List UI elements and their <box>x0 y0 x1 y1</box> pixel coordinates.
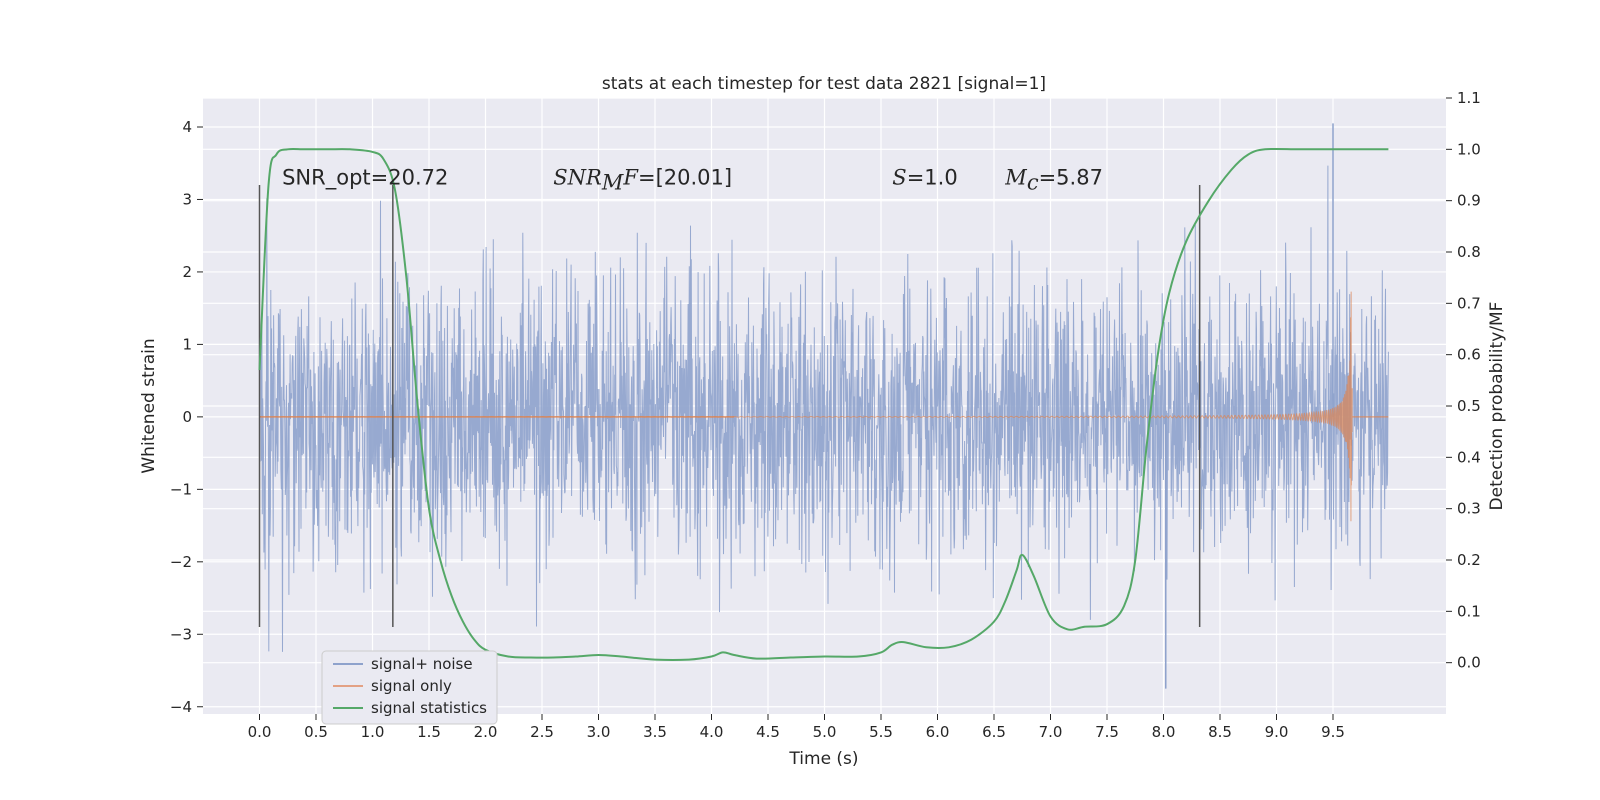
legend: signal+ noise signal only signal statist… <box>321 650 498 725</box>
y-axis-ticks: 4 3 2 1 0 −1 −2 −3 −4 <box>170 118 203 716</box>
x-tick-label: 1.0 <box>361 723 385 741</box>
y-tick-label: 3 <box>182 190 192 208</box>
x-tick-label: 8.0 <box>1152 723 1176 741</box>
x-tick-label: 4.5 <box>756 723 780 741</box>
legend-box <box>321 650 498 725</box>
annotation-suffix: F <box>622 166 639 190</box>
y2-tick-label: 0.7 <box>1457 294 1481 312</box>
x-tick-label: 4.0 <box>700 723 724 741</box>
y2-tick-label: 0.3 <box>1457 500 1481 518</box>
annotation-1: SNRMF=[20.01] <box>553 166 732 195</box>
x-axis-ticks: 0.0 0.5 1.0 1.5 2.0 2.5 3.0 3.5 4.0 4.5 5.0 5.5 6.0 6… <box>248 714 1345 741</box>
annotation-3: Mc=5.87 <box>1004 166 1103 195</box>
x-tick-label: 1.5 <box>417 723 441 741</box>
x-tick-label: 9.0 <box>1265 723 1289 741</box>
x-tick-label: 0.0 <box>248 723 272 741</box>
x-axis-label: Time (s) <box>788 749 858 769</box>
y-tick-label: 2 <box>182 263 192 281</box>
y2-tick-label: 0.0 <box>1457 654 1481 672</box>
legend-label-signal: signal only <box>371 677 452 695</box>
x-tick-label: 0.5 <box>304 723 328 741</box>
y-tick-label: 4 <box>182 118 192 136</box>
y2-tick-label: 0.9 <box>1457 192 1481 210</box>
y-tick-label: 1 <box>182 335 192 353</box>
y-tick-label: −1 <box>170 480 192 498</box>
y2-tick-label: 0.4 <box>1457 448 1481 466</box>
y-tick-label: −2 <box>170 553 192 571</box>
chart-title: stats at each timestep for test data 282… <box>602 74 1046 94</box>
annotations: SNR_opt=20.72 SNRMF=[20.01] S=1.0 Mc=5.87 <box>282 166 1103 195</box>
annotation-prefix: S <box>892 166 906 190</box>
y-axis-label: Whitened strain <box>139 338 159 473</box>
series-signal-only <box>259 291 1389 522</box>
annotation-value: =1.0 <box>907 166 958 190</box>
series-line-stats <box>258 147 1389 661</box>
legend-label-stats: signal statistics <box>371 699 487 717</box>
annotation-value: =5.87 <box>1039 166 1103 190</box>
y-tick-label: 0 <box>182 408 192 426</box>
x-tick-label: 6.0 <box>926 723 950 741</box>
y2-tick-label: 1.1 <box>1457 89 1481 107</box>
legend-label-noise: signal+ noise <box>371 655 473 673</box>
vertical-markers <box>258 184 1201 628</box>
x-tick-label: 9.5 <box>1321 723 1345 741</box>
annotation-prefix: SNR <box>553 166 602 190</box>
y2-tick-label: 0.5 <box>1457 397 1481 415</box>
y2-tick-label: 0.6 <box>1457 346 1481 364</box>
x-tick-label: 2.0 <box>474 723 498 741</box>
annotation-2: S=1.0 <box>892 166 957 190</box>
x-tick-label: 3.0 <box>587 723 611 741</box>
annotation-subscript: c <box>1027 171 1039 195</box>
annotation-prefix: M <box>1004 166 1027 190</box>
x-tick-label: 5.5 <box>869 723 893 741</box>
x-tick-label: 3.5 <box>643 723 667 741</box>
annotation-subscript: M <box>601 171 624 195</box>
x-tick-label: 8.5 <box>1208 723 1232 741</box>
annotation-value: =20.72 <box>371 166 449 190</box>
annotation-value: =[20.01] <box>638 166 732 190</box>
y2-tick-label: 0.8 <box>1457 243 1481 261</box>
y-tick-label: −4 <box>170 698 192 716</box>
y2-tick-label: 0.2 <box>1457 551 1481 569</box>
y2-tick-label: 0.1 <box>1457 602 1481 620</box>
annotation-prefix: SNR_opt <box>282 166 371 191</box>
x-tick-label: 6.5 <box>982 723 1006 741</box>
y2-axis-ticks: 1.1 1.0 0.9 0.8 0.7 0.6 0.5 0.4 0.3 0.2 0.1 0.0 <box>1446 89 1481 672</box>
annotation-0: SNR_opt=20.72 <box>282 166 448 191</box>
y2-tick-label: 1.0 <box>1457 140 1481 158</box>
series-signal-statistics <box>258 147 1389 661</box>
x-tick-label: 7.0 <box>1039 723 1063 741</box>
x-tick-label: 5.0 <box>813 723 837 741</box>
y-tick-label: −3 <box>170 625 192 643</box>
y2-axis-label: Detection probability/MF <box>1487 302 1507 511</box>
x-tick-label: 2.5 <box>530 723 554 741</box>
x-tick-label: 7.5 <box>1095 723 1119 741</box>
